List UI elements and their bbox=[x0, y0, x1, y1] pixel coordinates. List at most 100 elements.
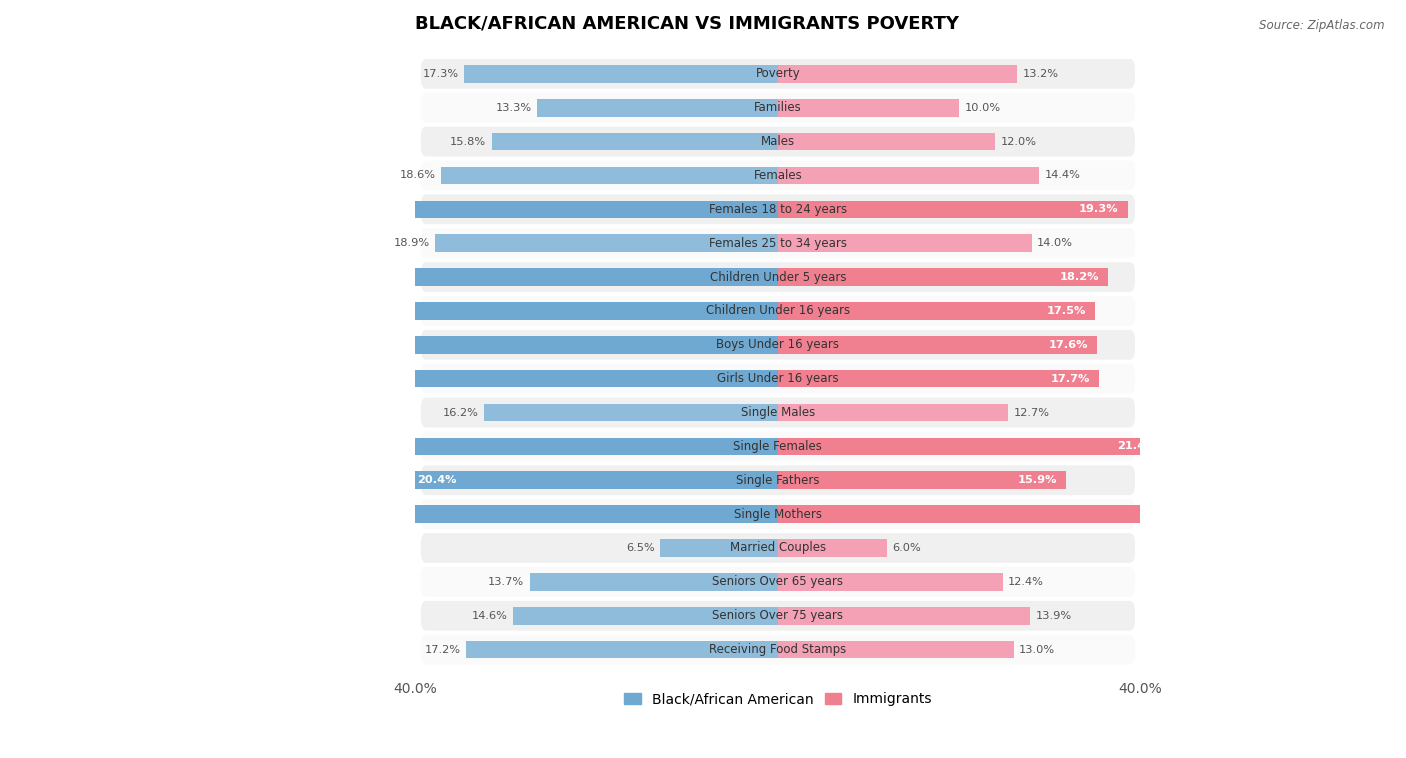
Text: 15.8%: 15.8% bbox=[450, 136, 486, 146]
Bar bbox=[778, 573, 1002, 590]
Text: Poverty: Poverty bbox=[755, 67, 800, 80]
Bar bbox=[312, 268, 778, 286]
Bar bbox=[464, 65, 778, 83]
Text: 17.6%: 17.6% bbox=[1049, 340, 1088, 349]
FancyBboxPatch shape bbox=[420, 364, 1135, 393]
Text: 12.0%: 12.0% bbox=[1001, 136, 1036, 146]
FancyBboxPatch shape bbox=[420, 601, 1135, 631]
Bar bbox=[299, 437, 778, 456]
Bar bbox=[659, 539, 778, 557]
Bar bbox=[513, 607, 778, 625]
Bar bbox=[337, 201, 778, 218]
FancyBboxPatch shape bbox=[420, 465, 1135, 495]
Text: 14.6%: 14.6% bbox=[472, 611, 508, 621]
Text: Single Males: Single Males bbox=[741, 406, 815, 419]
FancyBboxPatch shape bbox=[420, 92, 1135, 123]
Text: 18.6%: 18.6% bbox=[399, 171, 436, 180]
Text: Females 18 to 24 years: Females 18 to 24 years bbox=[709, 203, 846, 216]
Text: Girls Under 16 years: Girls Under 16 years bbox=[717, 372, 839, 385]
FancyBboxPatch shape bbox=[420, 161, 1135, 190]
Text: 13.0%: 13.0% bbox=[1019, 644, 1054, 655]
Text: 14.0%: 14.0% bbox=[1038, 238, 1073, 248]
Text: 24.4%: 24.4% bbox=[344, 306, 384, 316]
Bar bbox=[333, 336, 778, 353]
FancyBboxPatch shape bbox=[420, 228, 1135, 258]
Legend: Black/African American, Immigrants: Black/African American, Immigrants bbox=[619, 687, 938, 712]
Bar bbox=[778, 437, 1166, 456]
Text: 20.4%: 20.4% bbox=[418, 475, 457, 485]
Bar bbox=[778, 471, 1066, 489]
Text: Single Mothers: Single Mothers bbox=[734, 508, 823, 521]
Text: 26.4%: 26.4% bbox=[308, 441, 349, 451]
Text: 17.3%: 17.3% bbox=[423, 69, 458, 79]
Text: 6.0%: 6.0% bbox=[891, 543, 921, 553]
FancyBboxPatch shape bbox=[420, 533, 1135, 563]
Text: 35.2%: 35.2% bbox=[149, 509, 188, 519]
Bar bbox=[778, 234, 1032, 252]
Text: Boys Under 16 years: Boys Under 16 years bbox=[717, 338, 839, 351]
Bar bbox=[778, 167, 1039, 184]
Bar bbox=[441, 167, 778, 184]
Bar bbox=[778, 302, 1095, 320]
Bar bbox=[484, 404, 778, 421]
Text: Single Females: Single Females bbox=[734, 440, 823, 453]
FancyBboxPatch shape bbox=[420, 431, 1135, 462]
Text: Children Under 5 years: Children Under 5 years bbox=[710, 271, 846, 283]
Bar bbox=[467, 641, 778, 659]
FancyBboxPatch shape bbox=[420, 330, 1135, 360]
Text: Children Under 16 years: Children Under 16 years bbox=[706, 305, 851, 318]
Text: 18.2%: 18.2% bbox=[1059, 272, 1098, 282]
Text: 25.7%: 25.7% bbox=[321, 272, 360, 282]
Text: Males: Males bbox=[761, 135, 794, 148]
Bar bbox=[778, 506, 1316, 523]
Text: 24.5%: 24.5% bbox=[343, 340, 382, 349]
Bar bbox=[778, 133, 995, 150]
Text: 12.4%: 12.4% bbox=[1008, 577, 1045, 587]
Text: 10.0%: 10.0% bbox=[965, 103, 1001, 113]
FancyBboxPatch shape bbox=[420, 634, 1135, 665]
Bar bbox=[537, 99, 778, 117]
Text: 13.3%: 13.3% bbox=[495, 103, 531, 113]
Bar bbox=[778, 404, 1008, 421]
Text: 16.2%: 16.2% bbox=[443, 408, 479, 418]
Text: 17.2%: 17.2% bbox=[425, 644, 461, 655]
Text: Married Couples: Married Couples bbox=[730, 541, 825, 555]
Bar bbox=[492, 133, 778, 150]
Text: Single Fathers: Single Fathers bbox=[737, 474, 820, 487]
Text: 12.7%: 12.7% bbox=[1014, 408, 1049, 418]
Text: 18.9%: 18.9% bbox=[394, 238, 430, 248]
FancyBboxPatch shape bbox=[420, 296, 1135, 326]
Text: Seniors Over 75 years: Seniors Over 75 years bbox=[713, 609, 844, 622]
Bar bbox=[408, 471, 778, 489]
Text: 14.4%: 14.4% bbox=[1045, 171, 1080, 180]
Bar bbox=[778, 607, 1029, 625]
Bar bbox=[778, 336, 1097, 353]
Bar bbox=[141, 506, 778, 523]
Bar bbox=[530, 573, 778, 590]
Bar bbox=[778, 99, 959, 117]
Bar bbox=[330, 370, 778, 387]
FancyBboxPatch shape bbox=[420, 194, 1135, 224]
FancyBboxPatch shape bbox=[420, 59, 1135, 89]
Text: Receiving Food Stamps: Receiving Food Stamps bbox=[709, 643, 846, 656]
Text: 17.5%: 17.5% bbox=[1046, 306, 1085, 316]
Bar bbox=[778, 370, 1098, 387]
Text: Source: ZipAtlas.com: Source: ZipAtlas.com bbox=[1260, 19, 1385, 32]
FancyBboxPatch shape bbox=[420, 398, 1135, 428]
Text: 13.2%: 13.2% bbox=[1022, 69, 1059, 79]
Text: 17.7%: 17.7% bbox=[1050, 374, 1090, 384]
Text: BLACK/AFRICAN AMERICAN VS IMMIGRANTS POVERTY: BLACK/AFRICAN AMERICAN VS IMMIGRANTS POV… bbox=[415, 15, 959, 33]
Text: Seniors Over 65 years: Seniors Over 65 years bbox=[713, 575, 844, 588]
Bar bbox=[778, 201, 1128, 218]
Text: Females: Females bbox=[754, 169, 803, 182]
Bar bbox=[778, 641, 1014, 659]
FancyBboxPatch shape bbox=[420, 262, 1135, 292]
Text: Females 25 to 34 years: Females 25 to 34 years bbox=[709, 236, 846, 249]
FancyBboxPatch shape bbox=[420, 567, 1135, 597]
Bar bbox=[778, 65, 1017, 83]
Text: Families: Families bbox=[754, 102, 801, 114]
Bar bbox=[436, 234, 778, 252]
FancyBboxPatch shape bbox=[420, 500, 1135, 529]
Text: 13.9%: 13.9% bbox=[1035, 611, 1071, 621]
Text: 24.7%: 24.7% bbox=[339, 374, 378, 384]
